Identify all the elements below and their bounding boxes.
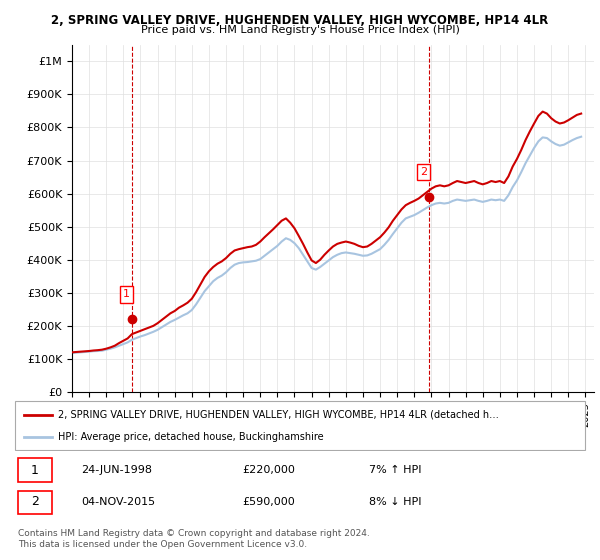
Text: £220,000: £220,000 <box>242 465 295 475</box>
FancyBboxPatch shape <box>18 458 52 482</box>
Text: 2, SPRING VALLEY DRIVE, HUGHENDEN VALLEY, HIGH WYCOMBE, HP14 4LR (detached h…: 2, SPRING VALLEY DRIVE, HUGHENDEN VALLEY… <box>58 409 499 419</box>
FancyBboxPatch shape <box>18 491 52 514</box>
Text: £590,000: £590,000 <box>242 497 295 507</box>
Text: 2: 2 <box>420 167 427 177</box>
Text: HPI: Average price, detached house, Buckinghamshire: HPI: Average price, detached house, Buck… <box>58 432 324 442</box>
Text: Price paid vs. HM Land Registry's House Price Index (HPI): Price paid vs. HM Land Registry's House … <box>140 25 460 35</box>
Text: Contains HM Land Registry data © Crown copyright and database right 2024.
This d: Contains HM Land Registry data © Crown c… <box>18 529 370 549</box>
FancyBboxPatch shape <box>15 402 585 450</box>
Text: 2, SPRING VALLEY DRIVE, HUGHENDEN VALLEY, HIGH WYCOMBE, HP14 4LR: 2, SPRING VALLEY DRIVE, HUGHENDEN VALLEY… <box>52 14 548 27</box>
Text: 04-NOV-2015: 04-NOV-2015 <box>81 497 155 507</box>
Text: 1: 1 <box>123 290 130 300</box>
Text: 8% ↓ HPI: 8% ↓ HPI <box>369 497 422 507</box>
Text: 1: 1 <box>31 464 39 477</box>
Text: 24-JUN-1998: 24-JUN-1998 <box>81 465 152 475</box>
Text: 7% ↑ HPI: 7% ↑ HPI <box>369 465 422 475</box>
Text: 2: 2 <box>31 496 39 508</box>
